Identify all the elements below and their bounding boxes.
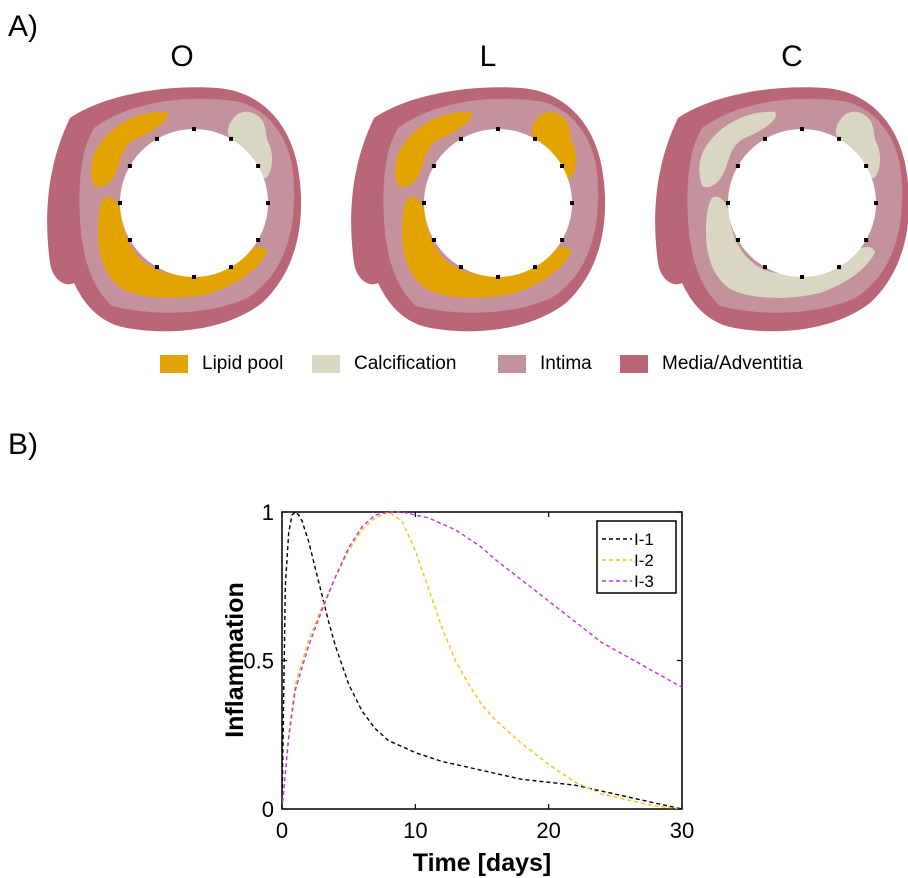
lumen (120, 129, 268, 277)
x-tick-label: 0 (276, 818, 288, 843)
lumen-node-marker (459, 265, 463, 270)
inflammation-chart: 0 10 20 30 0 0.5 1 Inflammation Time [days] I-… (221, 500, 694, 877)
plaque-region-3 (401, 196, 571, 298)
lumen-node-marker (763, 136, 767, 141)
legend-label-calcification: Calcification (354, 353, 457, 374)
lumen-node-marker (726, 201, 730, 205)
lumen-node-marker (560, 164, 565, 168)
series-line-I-3 (281, 511, 683, 810)
lumen-node-marker (192, 127, 196, 131)
lumen-node-marker (431, 164, 436, 168)
lumen-node-marker (874, 201, 878, 205)
legend-item-intima: Intima (498, 352, 592, 376)
lumen-node-marker (560, 238, 565, 242)
y-tick-label: 1 (262, 500, 274, 525)
legend-label-I-1: I-1 (634, 530, 654, 549)
vessel-title-o: O (170, 40, 194, 73)
tissue-legend: Lipid pool Calcification Intima Media/Ad… (0, 352, 908, 376)
lumen-node-marker (266, 201, 270, 205)
lumen-node-marker (496, 275, 500, 279)
legend-item-calcification: Calcification (312, 352, 456, 376)
lumen-node-marker (496, 127, 500, 131)
series-layer (281, 511, 683, 810)
series-line-I-2 (281, 511, 683, 810)
plaque-region-3 (97, 196, 267, 298)
y-axis-label: Inflammation (221, 582, 249, 738)
plaque-region-3 (705, 196, 875, 298)
tick-layer: 0 10 20 30 0 0.5 1 (243, 500, 694, 843)
vessel-cross-section-o (47, 87, 302, 332)
lumen-node-marker (459, 136, 463, 141)
lumen-node-marker (763, 265, 767, 270)
lumen (728, 129, 876, 277)
x-axis-label: Time [days] (413, 849, 551, 877)
y-tick-label: 0.5 (243, 649, 274, 674)
lumen-node-marker (570, 201, 574, 205)
lumen-node-marker (864, 238, 869, 242)
series-line-I-1 (281, 511, 683, 810)
lumen-node-marker (118, 201, 122, 205)
legend-label-media-adventitia: Media/Adventitia (662, 353, 803, 374)
lumen-node-marker (431, 238, 436, 242)
panel-b-label: B) (8, 428, 38, 461)
plaque-region-1 (91, 111, 168, 188)
vessel-title-c: C (781, 40, 803, 73)
lumen-node-marker (422, 201, 426, 205)
legend-swatch-intima (498, 355, 526, 373)
plaque-region-1 (699, 111, 776, 188)
lumen-node-marker (256, 238, 261, 242)
legend-item-lipid-pool: Lipid pool (160, 352, 283, 376)
vessel-title-l: L (479, 40, 497, 73)
legend-item-media-adventitia: Media/Adventitia (620, 352, 802, 376)
lumen-node-marker (192, 275, 196, 279)
lumen-node-marker (800, 127, 804, 131)
vessel-cross-section-c (655, 87, 908, 332)
chart-legend: I-1 I-2 I-3 (596, 520, 677, 594)
legend-label-I-3: I-3 (634, 572, 654, 591)
lumen-node-marker (800, 275, 804, 279)
lumen-node-marker (837, 136, 841, 141)
legend-swatch-lipid-pool (160, 355, 188, 373)
lumen-node-marker (837, 265, 841, 270)
lumen-node-marker (229, 265, 233, 270)
plaque-region-1 (395, 111, 472, 188)
lumen-node-marker (256, 164, 261, 168)
lumen-node-marker (735, 238, 740, 242)
lumen (424, 129, 572, 277)
lumen-node-marker (155, 136, 159, 141)
legend-label-intima: Intima (540, 353, 592, 374)
x-tick-label: 10 (403, 818, 427, 843)
lumen-node-marker (155, 265, 159, 270)
lumen-node-marker (127, 164, 132, 168)
panel-a-label: A) (8, 10, 38, 43)
lumen-node-marker (864, 164, 869, 168)
legend-swatch-calcification (312, 355, 340, 373)
x-tick-label: 30 (670, 818, 694, 843)
lumen-node-marker (229, 136, 233, 141)
lumen-node-marker (735, 164, 740, 168)
legend-label-lipid-pool: Lipid pool (202, 353, 284, 374)
y-tick-label: 0 (262, 797, 274, 822)
vessel-cross-section-l (351, 87, 606, 332)
lumen-node-marker (533, 136, 537, 141)
lumen-node-marker (127, 238, 132, 242)
x-tick-label: 20 (536, 818, 560, 843)
legend-swatch-media-adventitia (620, 355, 648, 373)
lumen-node-marker (533, 265, 537, 270)
legend-label-I-2: I-2 (634, 551, 654, 570)
